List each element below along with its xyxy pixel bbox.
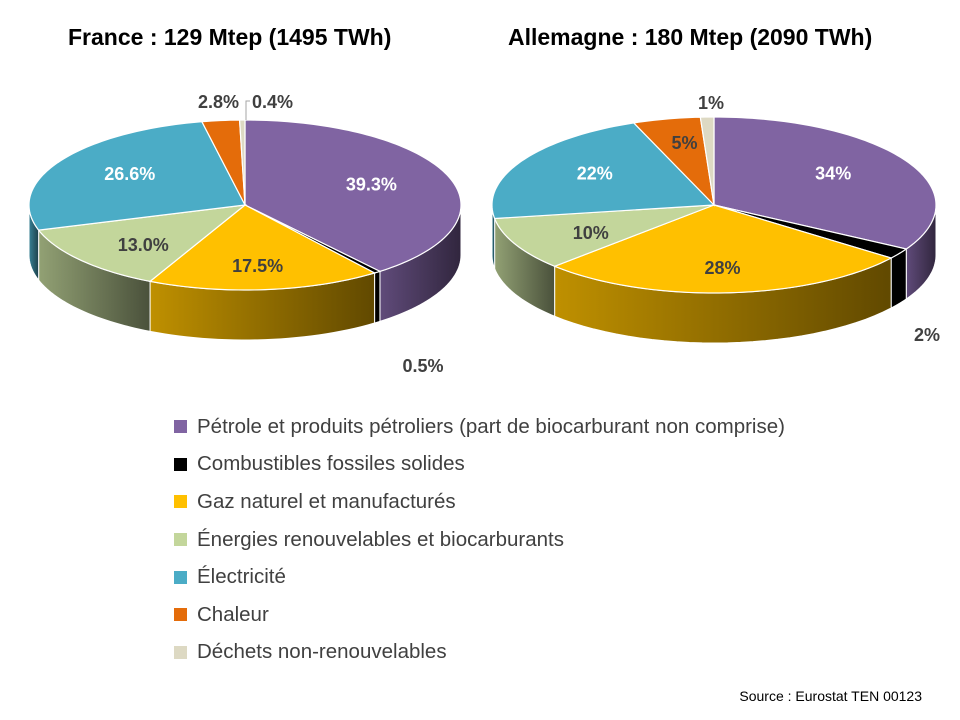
slice-dechets (699, 116, 715, 206)
slice-electricite (28, 121, 246, 231)
legend-swatch (174, 420, 187, 434)
data-label-petrole: 34% (815, 163, 851, 183)
data-label-chaleur: 2.8% (198, 92, 239, 112)
legend-label: Électricité (197, 565, 286, 589)
data-label-gaz: 28% (704, 258, 740, 278)
legend-label: Pétrole et produits pétroliers (part de … (197, 414, 785, 438)
slice-electricite (491, 122, 716, 220)
data-label-combustibles: 2% (914, 325, 940, 345)
data-label-petrole: 39.3% (346, 175, 397, 195)
slice-chaleur (632, 116, 715, 207)
slice-chaleur (200, 119, 246, 206)
data-label-renouvelables: 10% (573, 223, 609, 243)
source-note: Source : Eurostat TEN 00123 (739, 688, 922, 704)
germany-pie: 34% 2% 28% 10% 22% 5%1% (491, 93, 940, 345)
pie-charts: 39.3% 0.5% 17.5% 13.0% 26.6% 2.8% 0.4% 34% 2% 28%… (28, 92, 940, 376)
legend-swatch (174, 645, 187, 659)
data-label-renouvelables: 13.0% (118, 235, 169, 255)
legend-swatch (174, 608, 187, 622)
data-label-electricite: 22% (577, 163, 613, 183)
legend: Pétrole et produits pétroliers (part de … (174, 408, 785, 671)
legend-item-gaz: Gaz naturel et manufacturés (174, 483, 785, 521)
legend-swatch (174, 495, 187, 509)
legend-label: Énergies renouvelables et biocarburants (197, 527, 564, 551)
legend-item-petrole: Pétrole et produits pétroliers (part de … (174, 408, 785, 446)
legend-item-dechets: Déchets non-renouvelables (174, 634, 785, 672)
france-pie: 39.3% 0.5% 17.5% 13.0% 26.6% 2.8% 0.4% (28, 92, 462, 376)
legend-item-electricite: Électricité (174, 558, 785, 596)
slice-petrole (713, 116, 937, 250)
data-label-combustibles: 0.5% (402, 356, 443, 376)
legend-item-combustibles: Combustibles fossiles solides (174, 446, 785, 484)
slice-renouvelables (493, 204, 715, 267)
legend-item-renouvelables: Énergies renouvelables et biocarburants (174, 521, 785, 559)
data-label-dechets: 1% (698, 93, 724, 113)
germany-chart-title: Allemagne : 180 Mtep (2090 TWh) (508, 24, 873, 50)
leader-line-dechets (245, 100, 250, 120)
legend-swatch (174, 570, 187, 584)
legend-label: Gaz naturel et manufacturés (197, 489, 456, 513)
slice-gaz (552, 204, 893, 294)
legend-label: Combustibles fossiles solides (197, 452, 465, 476)
legend-swatch (174, 457, 187, 471)
data-label-dechets: 0.4% (252, 92, 293, 112)
slice-dechets (238, 119, 246, 206)
legend-label: Chaleur (197, 602, 269, 626)
data-label-electricite: 26.6% (104, 164, 155, 184)
slice-petrole (244, 119, 462, 273)
data-label-chaleur: 5% (672, 133, 698, 153)
side-combustibles (374, 270, 381, 324)
slice-gaz (148, 204, 377, 291)
legend-label: Déchets non-renouvelables (197, 640, 447, 664)
legend-item-chaleur: Chaleur (174, 596, 785, 634)
france-chart-title: France : 129 Mtep (1495 TWh) (68, 24, 392, 50)
data-label-gaz: 17.5% (232, 256, 283, 276)
legend-swatch (174, 533, 187, 547)
side-combustibles (890, 248, 907, 309)
